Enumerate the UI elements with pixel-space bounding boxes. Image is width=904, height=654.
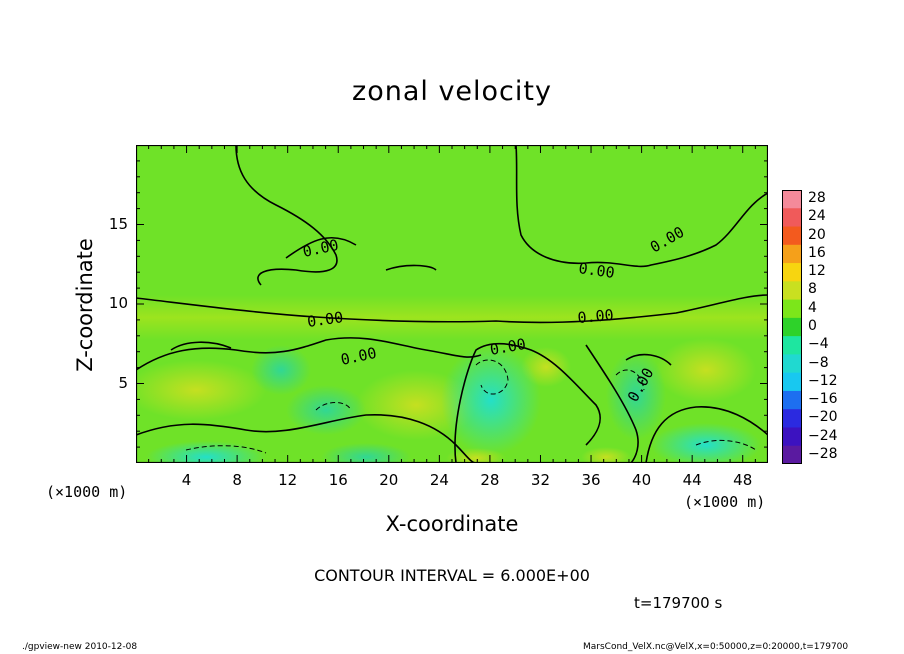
x-tick-label: 24 — [429, 471, 449, 489]
y-tick-label: 15 — [108, 214, 128, 233]
chart-title: zonal velocity — [352, 76, 552, 107]
colorbar-cell — [782, 244, 802, 264]
heatmap-field — [136, 295, 768, 463]
colorbar-cell — [782, 317, 802, 337]
x-tick-label: 8 — [232, 471, 242, 489]
contour-lines — [136, 145, 768, 463]
contour-label: 0.00 — [489, 335, 528, 359]
colorbar-label: 24 — [808, 208, 826, 225]
x-tick-label: 28 — [480, 471, 500, 489]
contour-label: 0.00 — [577, 259, 615, 282]
colorbar-cell — [782, 427, 802, 447]
x-tick-label: 16 — [328, 471, 348, 489]
colorbar-cell — [782, 409, 802, 428]
colorbar-label: 28 — [808, 190, 826, 207]
colorbar-cell — [782, 299, 802, 319]
x-tick-label: 20 — [379, 471, 399, 489]
colorbar-label: 16 — [808, 244, 826, 261]
y-axis-label: Z-coordinate — [73, 238, 97, 372]
colorbar-label: −12 — [808, 372, 838, 389]
x-tick-label: 44 — [682, 471, 702, 489]
colorbar-label: 12 — [808, 263, 826, 280]
colorbar-cell — [782, 372, 802, 392]
x-axis-label: X-coordinate — [385, 512, 519, 536]
contour-label: 0.00 — [306, 308, 344, 331]
colorbar-label: −16 — [808, 391, 838, 408]
contour-interval: CONTOUR INTERVAL = 6.000E+00 — [314, 566, 590, 585]
colorbar-cell — [782, 281, 802, 301]
colorbar-cell — [782, 445, 802, 464]
colorbar-cell — [782, 208, 802, 228]
x-tick-label: 48 — [733, 471, 753, 489]
colorbar — [782, 190, 802, 464]
colorbar-label: 4 — [808, 299, 817, 316]
x-tick-label: 4 — [181, 471, 192, 489]
colorbar-label: −20 — [808, 409, 838, 426]
colorbar-cell — [782, 263, 802, 282]
plot-area: 0.00 0.00 0.00 0.00 0.00 0.00 0.00 0.00 — [136, 145, 768, 463]
axis-ticks — [136, 145, 768, 463]
colorbar-label: −8 — [808, 354, 829, 371]
x-unit-right: (×1000 m) — [684, 493, 766, 511]
colorbar-label: 0 — [808, 318, 817, 334]
contour-label: 0.00 — [577, 306, 615, 327]
colorbar-label: 20 — [808, 226, 826, 243]
x-unit-left: (×1000 m) — [46, 483, 128, 501]
x-tick-label: 12 — [278, 471, 298, 489]
x-tick-label: 40 — [632, 471, 652, 489]
colorbar-cell — [782, 226, 802, 246]
colorbar-label: −4 — [808, 336, 829, 353]
y-tick-label: 5 — [118, 373, 128, 392]
colorbar-cell — [782, 336, 802, 355]
colorbar-cell — [782, 354, 802, 374]
negative-contours — [185, 359, 757, 454]
time-label: t=179700 s — [634, 594, 723, 612]
x-tick-label: 36 — [581, 471, 601, 489]
footer-right: MarsCond_VelX.nc@VelX,x=0:50000,z=0:2000… — [583, 642, 849, 652]
colorbar-label: −24 — [808, 427, 838, 444]
colorbar-cell — [782, 190, 802, 209]
x-tick-label: 32 — [530, 471, 551, 489]
y-tick-label: 10 — [108, 294, 128, 312]
colorbar-label: 8 — [808, 281, 817, 298]
colorbar-label: −28 — [808, 445, 838, 462]
colorbar-cell — [782, 390, 802, 410]
footer-left: ./gpview-new 2010-12-08 — [22, 642, 138, 652]
